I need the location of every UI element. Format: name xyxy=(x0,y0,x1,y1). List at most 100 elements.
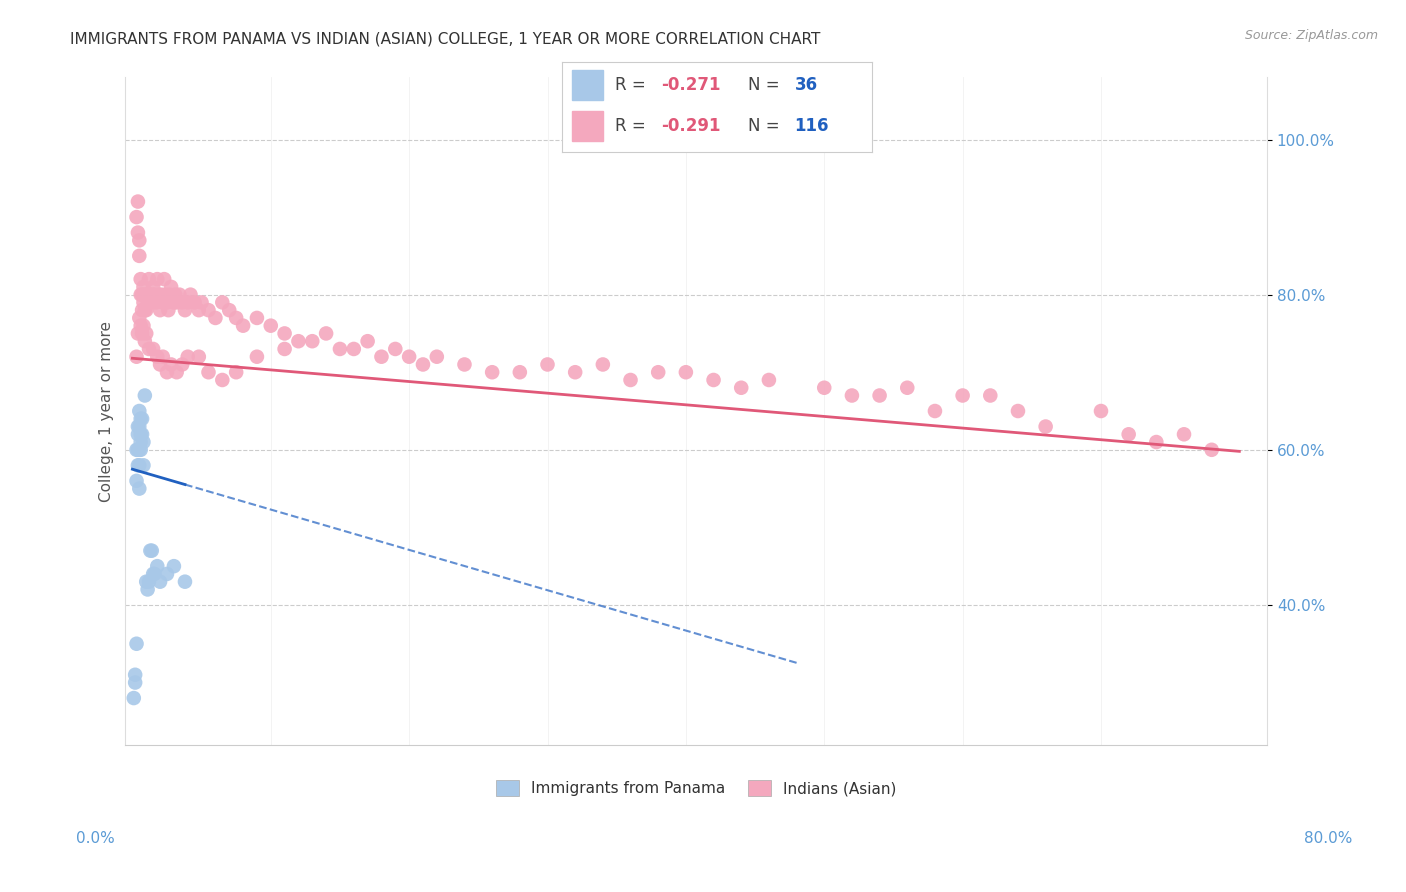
Point xyxy=(138,574,160,589)
Point xyxy=(174,303,197,318)
Point xyxy=(127,226,149,240)
Point xyxy=(138,342,160,356)
Point xyxy=(131,287,153,301)
Point xyxy=(273,326,295,341)
Point xyxy=(197,365,219,379)
Point xyxy=(1144,435,1167,450)
Point xyxy=(146,350,169,364)
Point xyxy=(124,675,146,690)
Point xyxy=(128,458,150,473)
Point xyxy=(125,442,148,457)
Point xyxy=(246,310,269,325)
Point xyxy=(619,373,641,387)
Text: 36: 36 xyxy=(794,76,817,94)
Point xyxy=(453,358,475,372)
Point xyxy=(150,287,173,301)
Point xyxy=(329,342,352,356)
Point xyxy=(132,458,155,473)
Point xyxy=(128,442,150,457)
Point xyxy=(124,667,146,681)
Point xyxy=(370,350,392,364)
Point xyxy=(132,295,155,310)
Point xyxy=(127,419,149,434)
Text: N =: N = xyxy=(748,76,785,94)
Point xyxy=(128,419,150,434)
Point xyxy=(481,365,503,379)
Point xyxy=(142,342,165,356)
Point xyxy=(138,287,160,301)
Point xyxy=(1090,404,1112,418)
Point xyxy=(675,365,697,379)
Point xyxy=(135,303,157,318)
Point xyxy=(132,435,155,450)
Point xyxy=(177,350,200,364)
Text: N =: N = xyxy=(748,117,785,135)
Point xyxy=(179,287,201,301)
Bar xyxy=(572,111,603,141)
Point xyxy=(135,287,157,301)
Point xyxy=(122,691,145,706)
Point xyxy=(127,442,149,457)
Point xyxy=(211,373,233,387)
Point xyxy=(183,295,205,310)
Point xyxy=(924,404,946,418)
Point xyxy=(127,427,149,442)
Point xyxy=(564,365,586,379)
Point xyxy=(187,303,209,318)
Point xyxy=(125,210,148,224)
Point xyxy=(127,458,149,473)
Point xyxy=(139,287,162,301)
Point xyxy=(225,365,247,379)
Point xyxy=(156,566,179,581)
Point xyxy=(149,358,172,372)
Point xyxy=(398,350,420,364)
Point xyxy=(153,272,176,286)
Point xyxy=(152,295,174,310)
Point xyxy=(156,365,179,379)
Point xyxy=(127,194,149,209)
Point xyxy=(169,287,191,301)
Point xyxy=(136,582,159,597)
Point xyxy=(139,543,162,558)
Point xyxy=(592,358,614,372)
Point xyxy=(135,326,157,341)
Point xyxy=(134,388,156,402)
Legend: Immigrants from Panama, Indians (Asian): Immigrants from Panama, Indians (Asian) xyxy=(488,772,904,804)
Point xyxy=(128,233,150,247)
Text: -0.271: -0.271 xyxy=(661,76,721,94)
Point xyxy=(129,427,152,442)
Point xyxy=(356,334,378,349)
Point xyxy=(412,358,434,372)
Point xyxy=(287,334,309,349)
Point xyxy=(1173,427,1195,442)
Point xyxy=(163,559,186,574)
Point xyxy=(142,566,165,581)
Point xyxy=(129,318,152,333)
Text: 0.0%: 0.0% xyxy=(76,831,115,846)
Point xyxy=(315,326,337,341)
Point xyxy=(128,249,150,263)
Point xyxy=(129,411,152,425)
Point xyxy=(232,318,254,333)
Point xyxy=(159,287,181,301)
Point xyxy=(273,342,295,356)
Point xyxy=(132,280,155,294)
Text: R =: R = xyxy=(614,117,651,135)
Point xyxy=(841,388,863,402)
Point xyxy=(1201,442,1223,457)
Point xyxy=(131,303,153,318)
Point xyxy=(703,373,725,387)
Point xyxy=(155,287,177,301)
Point xyxy=(979,388,1001,402)
Point xyxy=(730,381,752,395)
Point xyxy=(145,295,167,310)
Point xyxy=(125,474,148,488)
Point xyxy=(138,272,160,286)
Point xyxy=(125,637,148,651)
Point xyxy=(204,310,226,325)
Point xyxy=(152,350,174,364)
Bar xyxy=(572,70,603,100)
Point xyxy=(869,388,891,402)
Point xyxy=(536,358,558,372)
Point xyxy=(343,342,366,356)
